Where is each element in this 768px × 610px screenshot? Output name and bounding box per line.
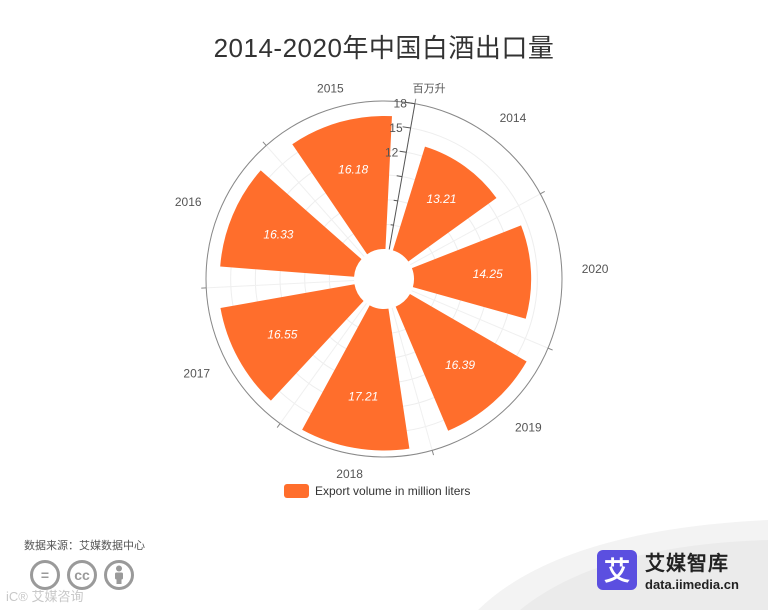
data-label: 16.33 bbox=[263, 227, 293, 241]
brand-url[interactable]: data.iimedia.cn bbox=[645, 577, 739, 592]
equals-icon: = bbox=[30, 560, 60, 590]
polar-bar bbox=[411, 225, 532, 319]
data-label: 16.55 bbox=[267, 327, 297, 341]
data-label: 16.39 bbox=[445, 358, 475, 372]
category-label: 2014 bbox=[500, 111, 527, 125]
radial-tick-label: 12 bbox=[385, 145, 399, 159]
license-icons: = cc bbox=[30, 560, 141, 590]
angle-tick bbox=[414, 98, 417, 104]
angle-tick bbox=[276, 423, 281, 428]
radial-axis-tick bbox=[399, 150, 407, 153]
radial-axis-unit: 百万升 bbox=[413, 82, 446, 95]
category-label: 2015 bbox=[317, 81, 344, 95]
category-label: 2019 bbox=[515, 420, 542, 434]
category-label: 2016 bbox=[175, 195, 202, 209]
data-label: 13.21 bbox=[426, 192, 456, 206]
data-label: 14.25 bbox=[473, 267, 503, 281]
angle-tick bbox=[431, 450, 435, 456]
angle-tick bbox=[547, 347, 553, 351]
angle-axis-line bbox=[205, 100, 563, 458]
grid-spoke bbox=[411, 290, 549, 349]
grid-spoke bbox=[279, 303, 367, 424]
category-label: 2017 bbox=[183, 367, 210, 381]
person-icon bbox=[104, 560, 134, 590]
chart-legend[interactable]: Export volume in million liters bbox=[284, 484, 470, 498]
radial-axis-tick bbox=[405, 101, 415, 105]
polar-bar bbox=[395, 294, 527, 431]
brand-logo-icon: 艾 bbox=[597, 549, 637, 590]
chart-title: 2014-2020年中国白酒出口量 bbox=[213, 33, 555, 63]
radial-tick-label: 15 bbox=[389, 121, 403, 135]
data-label: 17.21 bbox=[348, 389, 378, 403]
angle-tick bbox=[540, 191, 545, 195]
brand-name: 艾媒智库 bbox=[645, 553, 729, 575]
grid-spoke bbox=[206, 279, 355, 289]
cc-icon: cc bbox=[67, 560, 97, 590]
polar-bar bbox=[292, 115, 392, 255]
grid-spoke bbox=[265, 145, 365, 257]
brand-block[interactable]: 艾 艾媒智库 data.iimedia.cn bbox=[597, 547, 739, 592]
polar-bar bbox=[392, 146, 497, 262]
watermark: iC® 艾媒咨询 bbox=[6, 589, 84, 604]
legend-swatch bbox=[284, 484, 309, 498]
grid-spoke bbox=[391, 307, 433, 451]
polar-bar bbox=[220, 284, 364, 401]
polar-bar bbox=[220, 170, 362, 277]
polar-bar bbox=[302, 305, 410, 451]
polar-bar-chart: 13.21 2014 14.25 2020 16.39 2019 17.21 2018 16.5… bbox=[175, 81, 609, 480]
legend-label: Export volume in million liters bbox=[315, 484, 471, 498]
grid-spoke bbox=[410, 193, 541, 266]
radial-axis-tick bbox=[402, 126, 411, 129]
data-label: 16.18 bbox=[338, 162, 368, 176]
angle-tick bbox=[262, 141, 267, 146]
data-source: 数据来源：艾媒数据中心 bbox=[24, 540, 145, 552]
category-label: 2020 bbox=[582, 262, 609, 276]
radial-axis-tick bbox=[393, 199, 398, 202]
radial-axis-tick bbox=[396, 175, 403, 178]
category-label: 2018 bbox=[336, 467, 363, 480]
radial-tick-label: 18 bbox=[394, 97, 408, 111]
